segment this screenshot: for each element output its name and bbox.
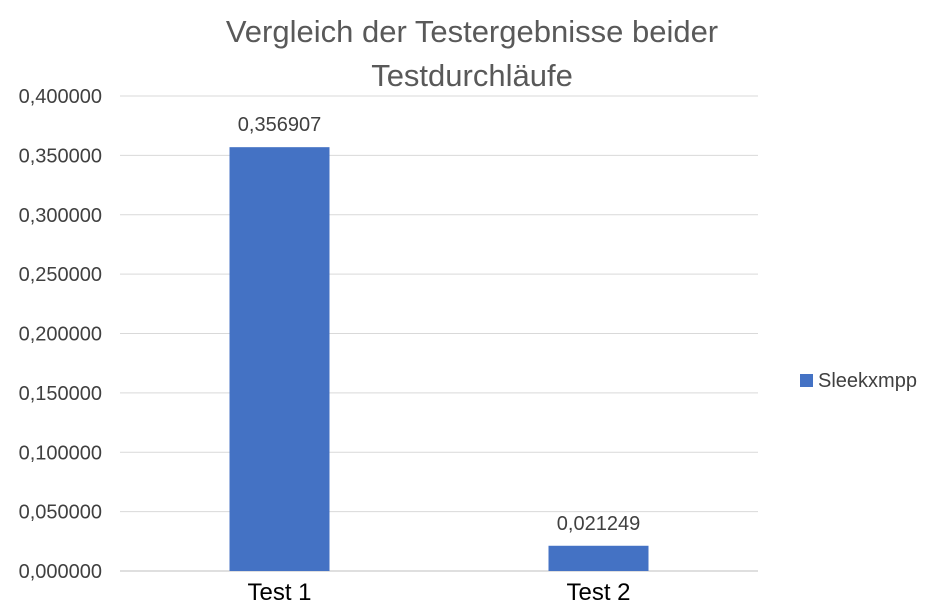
gridlines — [120, 95, 758, 572]
data-labels: 0,356907 0,021249 — [238, 114, 640, 535]
bar — [548, 545, 649, 571]
x-tick-label: Test 2 — [566, 579, 630, 606]
y-tick-label: 0,400000 — [19, 86, 102, 108]
legend: Sleekxmpp — [800, 370, 917, 392]
bars — [229, 147, 649, 571]
chart-title-line-1: Vergleich der Testergebnisse beider — [226, 14, 718, 49]
y-tick-label: 0,100000 — [19, 442, 102, 464]
y-tick-label: 0,250000 — [19, 264, 102, 286]
data-label: 0,356907 — [238, 114, 321, 136]
y-tick-label: 0,000000 — [19, 561, 102, 583]
y-tick-label: 0,050000 — [19, 502, 102, 524]
y-tick-label: 0,200000 — [19, 324, 102, 346]
x-axis-tick-labels: Test 1 Test 2 — [247, 579, 630, 606]
legend-label: Sleekxmpp — [818, 370, 917, 392]
y-tick-label: 0,150000 — [19, 383, 102, 405]
y-tick-label: 0,300000 — [19, 205, 102, 227]
chart-title-line-2: Testdurchläufe — [371, 58, 573, 93]
y-axis-tick-labels: 0,000000 0,050000 0,100000 0,150000 0,200000… — [19, 86, 102, 583]
y-tick-label: 0,350000 — [19, 145, 102, 167]
legend-swatch — [800, 374, 813, 387]
x-tick-label: Test 1 — [247, 579, 311, 606]
data-label: 0,021249 — [557, 513, 640, 535]
bar — [229, 147, 330, 571]
